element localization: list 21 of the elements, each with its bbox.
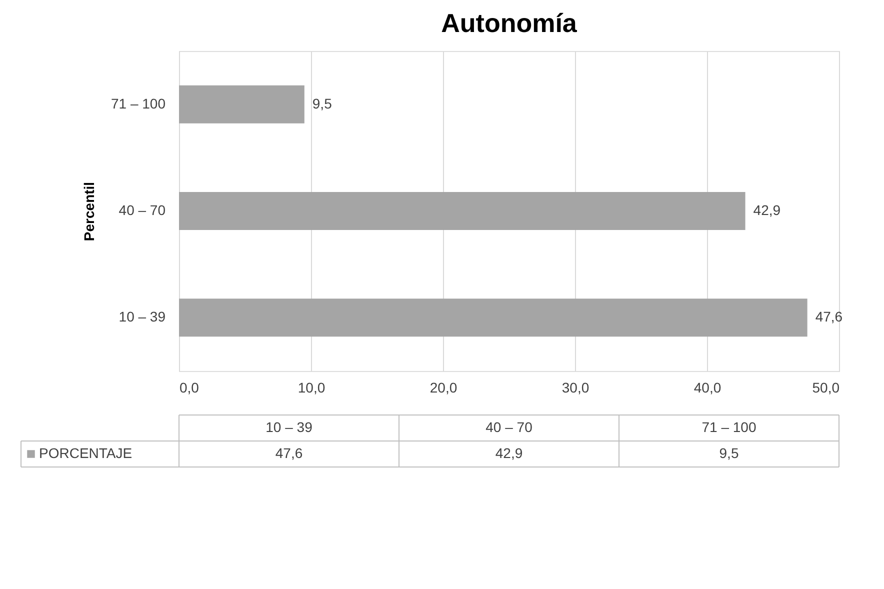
category-label: 40 – 70 (486, 419, 532, 435)
data-label: 42,9 (753, 202, 781, 218)
chart-title: Autonomía (441, 8, 578, 38)
text: 47,6 (275, 445, 303, 461)
category-label: 10 – 39 (266, 419, 312, 435)
y-axis-title: Percentil (81, 182, 98, 242)
y-tick-label: 40 – 70 (118, 202, 166, 218)
legend-label: PORCENTAJE (39, 445, 132, 461)
x-tick-label: 0,0 (180, 380, 200, 396)
y-tick-label: 71 – 100 (111, 95, 166, 112)
data-label: 47,6 (815, 308, 843, 325)
x-tick-label: 10,0 (298, 380, 326, 396)
x-tick-label: 30,0 (562, 380, 590, 396)
text: 42,9 (495, 445, 523, 461)
text: 9,5 (719, 445, 739, 461)
x-tick-label: 20,0 (430, 380, 458, 396)
x-tick-label: 50,0 (812, 380, 840, 396)
x-tick-label: 40,0 (694, 380, 722, 396)
data-label: 9,5 (312, 95, 332, 112)
category-label: 71 – 100 (702, 419, 756, 435)
y-tick-label: 10 – 39 (118, 308, 166, 325)
